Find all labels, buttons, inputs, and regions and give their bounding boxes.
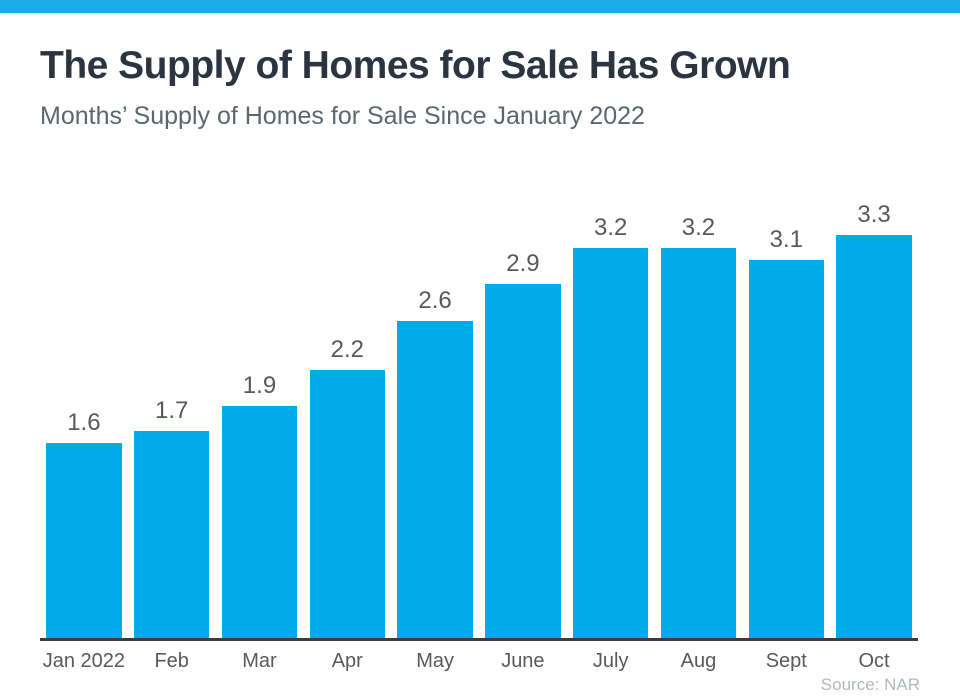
bar-value-label: 3.2 [593,214,628,241]
bar-value-label: 2.9 [506,250,540,277]
bar-column-mar: 1.9 [216,193,304,638]
x-axis-label: Mar [242,650,277,672]
bar [572,248,649,638]
x-axis-label: Apr [331,650,363,672]
bar-value-label: 1.9 [242,372,277,399]
bar-column-aug: 3.2 [655,193,743,638]
bar [660,248,737,638]
bar-value-label: 3.3 [857,201,891,228]
bar [309,370,386,638]
chart-subtitle: Months’ Supply of Homes for Sale Since J… [40,102,645,130]
x-axis-label: Oct [858,650,890,672]
bar-value-label: 3.2 [681,214,716,241]
x-axis-line [40,638,918,641]
bar-column-apr: 2.2 [303,193,391,638]
top-accent-bar [0,0,960,13]
bar [397,321,473,638]
source-note: Source: NAR [820,675,920,694]
x-axis-label: Sept [765,650,807,672]
bar-value-label: 3.1 [769,226,803,253]
bar [46,443,122,638]
bar [748,260,825,638]
bar-column-july: 3.2 [567,193,655,638]
bar-value-label: 1.7 [155,397,189,424]
bar-column-june: 2.9 [479,193,567,638]
bar [836,235,912,638]
bar [221,406,298,638]
bar-value-label: 1.6 [67,409,101,436]
x-axis-label: Jan 2022 [42,650,126,672]
bar-value-label: 2.2 [330,336,364,363]
x-axis-label: May [416,650,454,672]
bars-area: 1.6 1.7 1.9 2.2 2.6 2.9 3.2 3.2 3.1 3.3 [40,193,918,638]
x-axis-label: July [592,650,629,672]
bar [485,284,561,638]
bar-chart: 1.6 1.7 1.9 2.2 2.6 2.9 3.2 3.2 3.1 3.3 Jan 2022 F… [40,193,918,673]
chart-title: The Supply of Homes for Sale Has Grown [40,44,791,87]
bar-column-oct: 3.3 [830,193,918,638]
bar-value-label: 2.6 [418,287,452,314]
bar [133,431,210,638]
bar-column-sept: 3.1 [742,193,830,638]
x-axis-label: Feb [154,650,189,672]
x-axis-label: Aug [680,650,717,672]
x-axis-labels: Jan 2022 Feb Mar Apr May June July Aug Sept Oct [40,641,918,673]
x-axis-label: June [501,650,545,672]
bar-column-feb: 1.7 [128,193,216,638]
bar-column-may: 2.6 [391,193,479,638]
bar-column-jan-2022: 1.6 [40,193,128,638]
